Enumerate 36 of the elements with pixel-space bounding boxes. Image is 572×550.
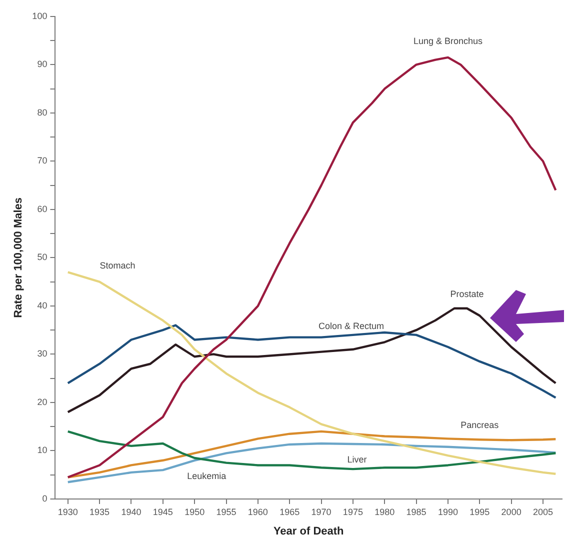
y-tick-label: 10 xyxy=(37,445,48,456)
x-tick-label: 2000 xyxy=(501,506,522,517)
x-tick-label: 1960 xyxy=(248,506,268,517)
x-tick-label: 1950 xyxy=(184,506,205,517)
x-tick-label: 1995 xyxy=(470,506,490,517)
series-label: Leukemia xyxy=(187,470,226,481)
series-label: Prostate xyxy=(450,288,484,299)
y-tick-label: 20 xyxy=(37,396,48,407)
y-tick-label: 70 xyxy=(37,156,48,166)
x-tick-label: 1930 xyxy=(58,506,78,517)
y-tick-label: 60 xyxy=(37,204,48,214)
x-tick-label: 1985 xyxy=(406,506,426,517)
x-tick-label: 1965 xyxy=(280,506,300,517)
x-tick-label: 1970 xyxy=(311,506,332,517)
y-tick-label: 40 xyxy=(37,300,48,310)
series-label: Stomach xyxy=(100,260,136,270)
y-tick-label: 0 xyxy=(42,493,48,504)
series-label: Liver xyxy=(347,454,367,465)
x-tick-label: 1935 xyxy=(90,506,110,517)
y-tick-label: 50 xyxy=(37,252,48,262)
x-tick-label: 1945 xyxy=(152,506,173,517)
y-axis-title: Rate per 100,000 Males xyxy=(12,197,25,318)
x-tick-label: 1940 xyxy=(121,506,142,517)
series-label: Colon & Rectum xyxy=(318,320,384,331)
x-tick-label: 1975 xyxy=(342,506,363,517)
series-label: Lung & Bronchus xyxy=(413,36,483,46)
y-tick-label: 90 xyxy=(37,59,48,70)
x-tick-label: 2005 xyxy=(532,506,554,517)
y-tick-label: 100 xyxy=(32,10,48,21)
x-axis-title: Year of Death xyxy=(273,525,344,538)
y-tick-label: 80 xyxy=(37,107,48,118)
x-tick-label: 1955 xyxy=(216,506,236,517)
x-tick-label: 1980 xyxy=(374,506,395,517)
y-tick-label: 30 xyxy=(37,348,48,359)
series-label: Pancreas xyxy=(460,420,500,430)
x-tick-label: 1990 xyxy=(438,506,458,517)
